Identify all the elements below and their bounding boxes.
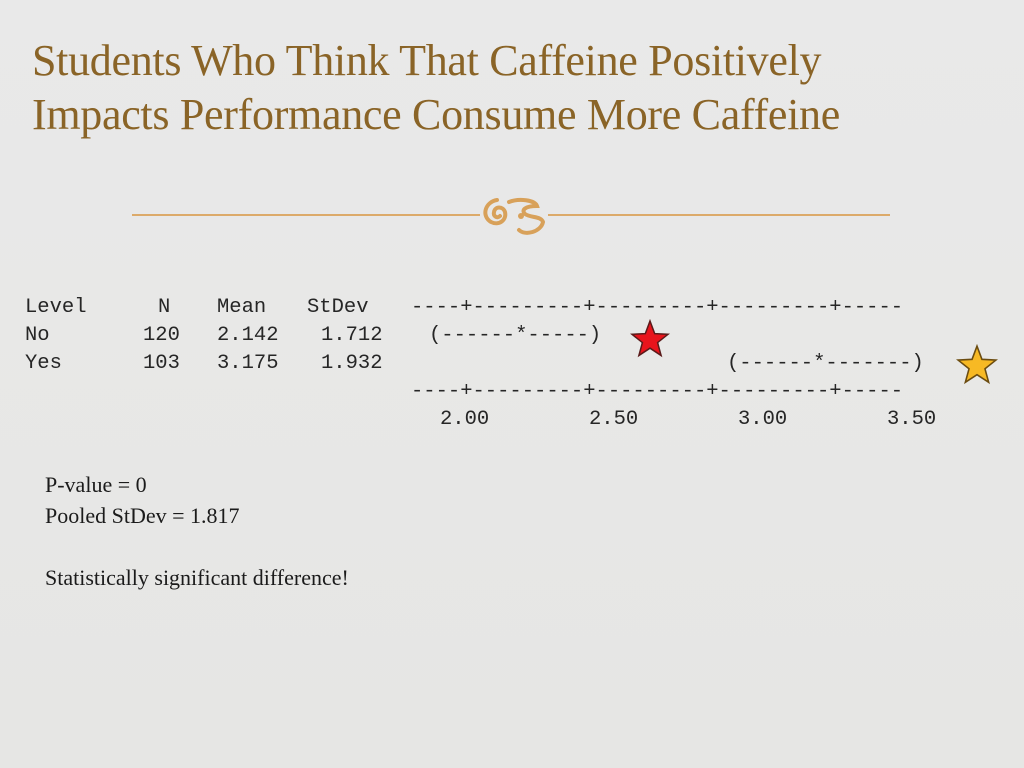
row-yes-interval: (------*-------) <box>727 352 924 375</box>
axis-tick-label: 2.50 <box>589 408 639 431</box>
row-no-level: No <box>25 324 50 347</box>
title-line-2: Impacts Performance Consume More Caffein… <box>32 90 840 139</box>
red-star-icon <box>630 319 670 358</box>
row-no-interval: (------*-----) <box>429 324 602 347</box>
pooled-stdev-text: Pooled StDev = 1.817 <box>45 503 240 528</box>
header-mean: Mean <box>217 296 267 319</box>
header-level: Level <box>25 296 87 319</box>
row-yes-stdev: 1.932 <box>321 352 383 375</box>
axis-tick-label: 3.50 <box>887 408 937 431</box>
axis-tick-label: 3.00 <box>738 408 788 431</box>
axis-rule-bottom: ----+---------+---------+---------+----- <box>411 380 904 403</box>
row-yes-mean: 3.175 <box>217 352 279 375</box>
row-no-mean: 2.142 <box>217 324 279 347</box>
p-value-text: P-value = 0 <box>45 472 147 497</box>
title-line-1: Students Who Think That Caffeine Positiv… <box>32 36 822 85</box>
header-n: N <box>158 296 171 319</box>
header-stdev: StDev <box>307 296 369 319</box>
axis-rule-top: ----+---------+---------+---------+----- <box>411 296 904 319</box>
divider-left <box>132 214 480 216</box>
divider-right <box>548 214 890 216</box>
gold-star-icon <box>956 344 998 385</box>
slide-title: Students Who Think That Caffeine Positiv… <box>32 34 992 142</box>
row-yes-level: Yes <box>25 352 62 375</box>
row-no-stdev: 1.712 <box>321 324 383 347</box>
row-no-n: 120 <box>143 324 180 347</box>
axis-tick-label: 2.00 <box>440 408 490 431</box>
fleuron-icon <box>483 197 546 235</box>
row-yes-n: 103 <box>143 352 180 375</box>
conclusion-text: Statistically significant difference! <box>45 565 349 590</box>
